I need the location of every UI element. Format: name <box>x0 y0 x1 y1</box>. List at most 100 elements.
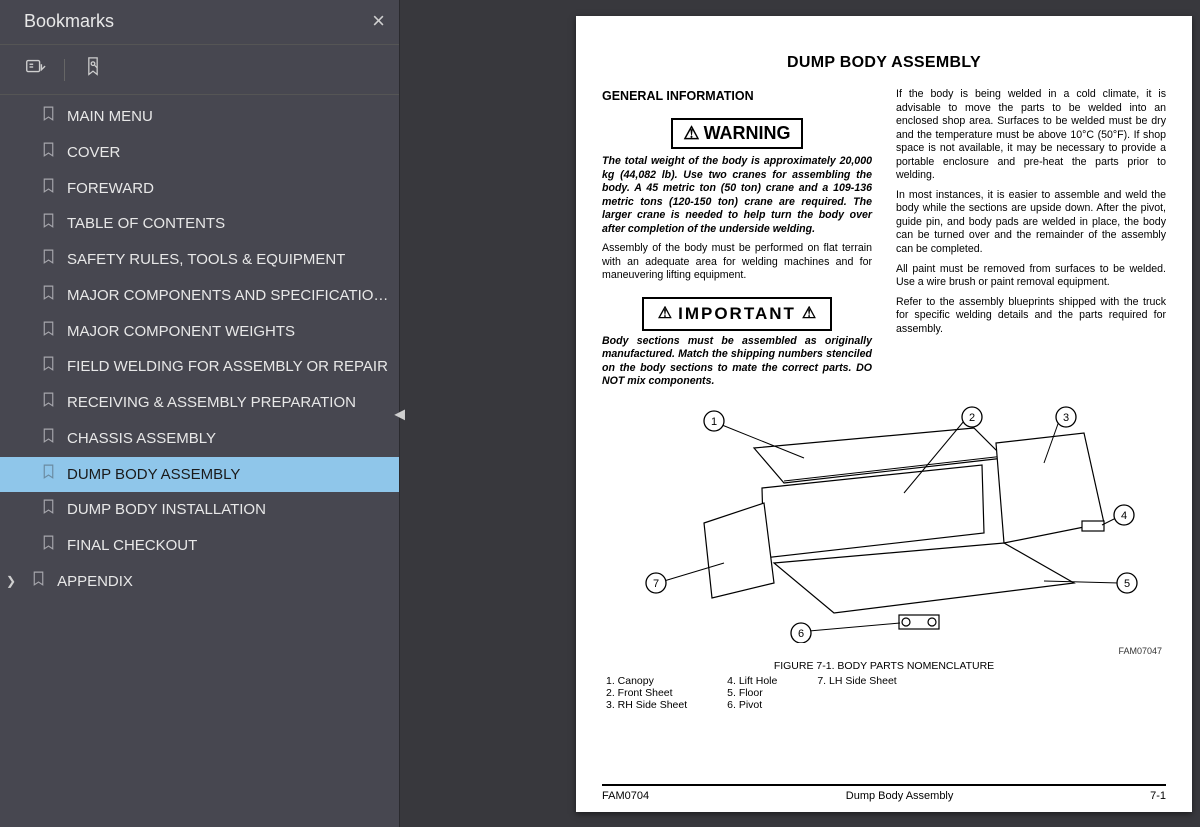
bookmark-item[interactable]: DUMP BODY ASSEMBLY <box>0 457 399 493</box>
bookmark-item[interactable]: MAIN MENU <box>0 99 399 135</box>
svg-text:3: 3 <box>1063 412 1069 424</box>
bookmark-label: APPENDIX <box>57 571 133 593</box>
columns: GENERAL INFORMATION ⚠ WARNING The total … <box>602 88 1166 395</box>
important-triangle-icon: ⚠ <box>658 304 672 324</box>
bookmark-item[interactable]: FOREWARD <box>0 171 399 207</box>
figure-legend: 1. Canopy2. Front Sheet3. RH Side Sheet … <box>602 675 1166 711</box>
callout-4: 4 <box>1102 505 1134 525</box>
legend-item: 6. Pivot <box>727 699 777 711</box>
important-label: IMPORTANT <box>678 303 796 325</box>
diagram-svg: 1 2 3 4 <box>602 403 1166 643</box>
left-para-1: Assembly of the body must be performed o… <box>602 242 872 283</box>
legend-col-1: 1. Canopy2. Front Sheet3. RH Side Sheet <box>606 675 687 711</box>
figure-caption: FIGURE 7-1. BODY PARTS NOMENCLATURE <box>602 660 1166 672</box>
bookmark-label: MAIN MENU <box>67 106 153 128</box>
bookmark-label: COVER <box>67 142 120 164</box>
legend-item: 3. RH Side Sheet <box>606 699 687 711</box>
right-column: If the body is being welded in a cold cl… <box>896 88 1166 395</box>
bookmarks-title: Bookmarks <box>24 11 114 32</box>
bookmark-icon <box>40 355 57 379</box>
document-area[interactable]: DUMP BODY ASSEMBLY GENERAL INFORMATION ⚠… <box>400 0 1200 827</box>
legend-item: 7. LH Side Sheet <box>817 675 896 687</box>
bookmark-icon <box>30 570 47 594</box>
bookmark-label: CHASSIS ASSEMBLY <box>67 428 216 450</box>
bookmark-label: FIELD WELDING FOR ASSEMBLY OR REPAIR <box>67 356 388 378</box>
right-para-3: All paint must be removed from surfaces … <box>896 263 1166 290</box>
figure: 1 2 3 4 <box>602 403 1166 711</box>
important-box-wrap: ⚠ IMPORTANT ⚠ <box>602 289 872 335</box>
bookmarks-header: Bookmarks × <box>0 0 399 45</box>
bookmark-label: TABLE OF CONTENTS <box>67 213 225 235</box>
legend-item: 1. Canopy <box>606 675 687 687</box>
bookmark-icon <box>40 141 57 165</box>
bookmarks-toolbar <box>0 45 399 95</box>
bookmark-label: MAJOR COMPONENTS AND SPECIFICATIONS <box>67 285 389 307</box>
important-triangle-icon-2: ⚠ <box>802 304 816 324</box>
bookmark-item[interactable]: CHASSIS ASSEMBLY <box>0 421 399 457</box>
callout-6: 6 <box>791 623 900 643</box>
section-heading: GENERAL INFORMATION <box>602 88 872 104</box>
svg-text:5: 5 <box>1124 578 1130 590</box>
legend-col-2: 4. Lift Hole5. Floor6. Pivot <box>727 675 777 711</box>
footer-left: FAM0704 <box>602 790 649 802</box>
warning-box: ⚠ WARNING <box>671 118 802 149</box>
svg-text:6: 6 <box>798 628 804 640</box>
bookmark-label: DUMP BODY INSTALLATION <box>67 499 266 521</box>
app-root: Bookmarks × MAIN MENU COVER FOREWARD TABLE … <box>0 0 1200 827</box>
close-icon[interactable]: × <box>372 8 385 34</box>
bookmark-item[interactable]: FIELD WELDING FOR ASSEMBLY OR REPAIR <box>0 349 399 385</box>
chevron-right-icon[interactable]: ❯ <box>6 573 16 590</box>
bookmark-item[interactable]: SAFETY RULES, TOOLS & EQUIPMENT <box>0 242 399 278</box>
footer-center: Dump Body Assembly <box>846 790 954 802</box>
bookmark-label: FOREWARD <box>67 178 154 200</box>
bookmark-label: RECEIVING & ASSEMBLY PREPARATION <box>67 392 356 414</box>
svg-text:7: 7 <box>653 578 659 590</box>
important-text: Body sections must be assembled as origi… <box>602 335 872 389</box>
legend-col-3: 7. LH Side Sheet <box>817 675 896 711</box>
bookmark-label: SAFETY RULES, TOOLS & EQUIPMENT <box>67 249 345 271</box>
right-para-4: Refer to the assembly blueprints shipped… <box>896 296 1166 337</box>
find-bookmark-icon[interactable] <box>83 55 103 84</box>
bookmark-icon <box>40 463 57 487</box>
warning-text: The total weight of the body is approxim… <box>602 155 872 236</box>
bookmark-label: FINAL CHECKOUT <box>67 535 197 557</box>
bookmark-label: MAJOR COMPONENT WEIGHTS <box>67 321 295 343</box>
bookmark-item[interactable]: RECEIVING & ASSEMBLY PREPARATION <box>0 385 399 421</box>
bookmarks-panel: Bookmarks × MAIN MENU COVER FOREWARD TABLE … <box>0 0 400 827</box>
bookmark-icon <box>40 105 57 129</box>
options-icon[interactable] <box>24 56 46 83</box>
bookmark-icon <box>40 427 57 451</box>
bookmark-item[interactable]: MAJOR COMPONENT WEIGHTS <box>0 314 399 350</box>
bookmark-item[interactable]: MAJOR COMPONENTS AND SPECIFICATIONS <box>0 278 399 314</box>
bookmark-label: DUMP BODY ASSEMBLY <box>67 464 240 486</box>
bookmark-icon <box>40 212 57 236</box>
bookmark-icon <box>40 284 57 308</box>
collapse-panel-icon[interactable]: ◀ <box>394 405 405 422</box>
bookmark-icon <box>40 177 57 201</box>
bookmarks-list[interactable]: MAIN MENU COVER FOREWARD TABLE OF CONTENTS S… <box>0 95 399 827</box>
svg-text:1: 1 <box>711 416 717 428</box>
svg-text:2: 2 <box>969 412 975 424</box>
right-para-1: If the body is being welded in a cold cl… <box>896 88 1166 183</box>
bookmark-item[interactable]: FINAL CHECKOUT <box>0 528 399 564</box>
diagram: 1 2 3 4 <box>602 403 1166 646</box>
bookmark-icon <box>40 320 57 344</box>
legend-item: 2. Front Sheet <box>606 687 687 699</box>
page-footer: FAM0704 Dump Body Assembly 7-1 <box>602 784 1166 802</box>
bookmark-icon <box>40 248 57 272</box>
warning-triangle-icon: ⚠ <box>683 122 699 145</box>
bookmark-icon <box>40 498 57 522</box>
legend-item: 5. Floor <box>727 687 777 699</box>
bookmark-item[interactable]: TABLE OF CONTENTS <box>0 206 399 242</box>
page-title: DUMP BODY ASSEMBLY <box>602 54 1166 72</box>
bookmark-icon <box>40 391 57 415</box>
toolbar-divider <box>64 59 65 81</box>
legend-item: 4. Lift Hole <box>727 675 777 687</box>
bookmark-item[interactable]: ❯ APPENDIX <box>0 564 399 600</box>
right-para-2: In most instances, it is easier to assem… <box>896 189 1166 257</box>
bookmark-item[interactable]: DUMP BODY INSTALLATION <box>0 492 399 528</box>
left-column: GENERAL INFORMATION ⚠ WARNING The total … <box>602 88 872 395</box>
warning-box-wrap: ⚠ WARNING <box>602 112 872 155</box>
important-box: ⚠ IMPORTANT ⚠ <box>642 297 832 331</box>
bookmark-item[interactable]: COVER <box>0 135 399 171</box>
